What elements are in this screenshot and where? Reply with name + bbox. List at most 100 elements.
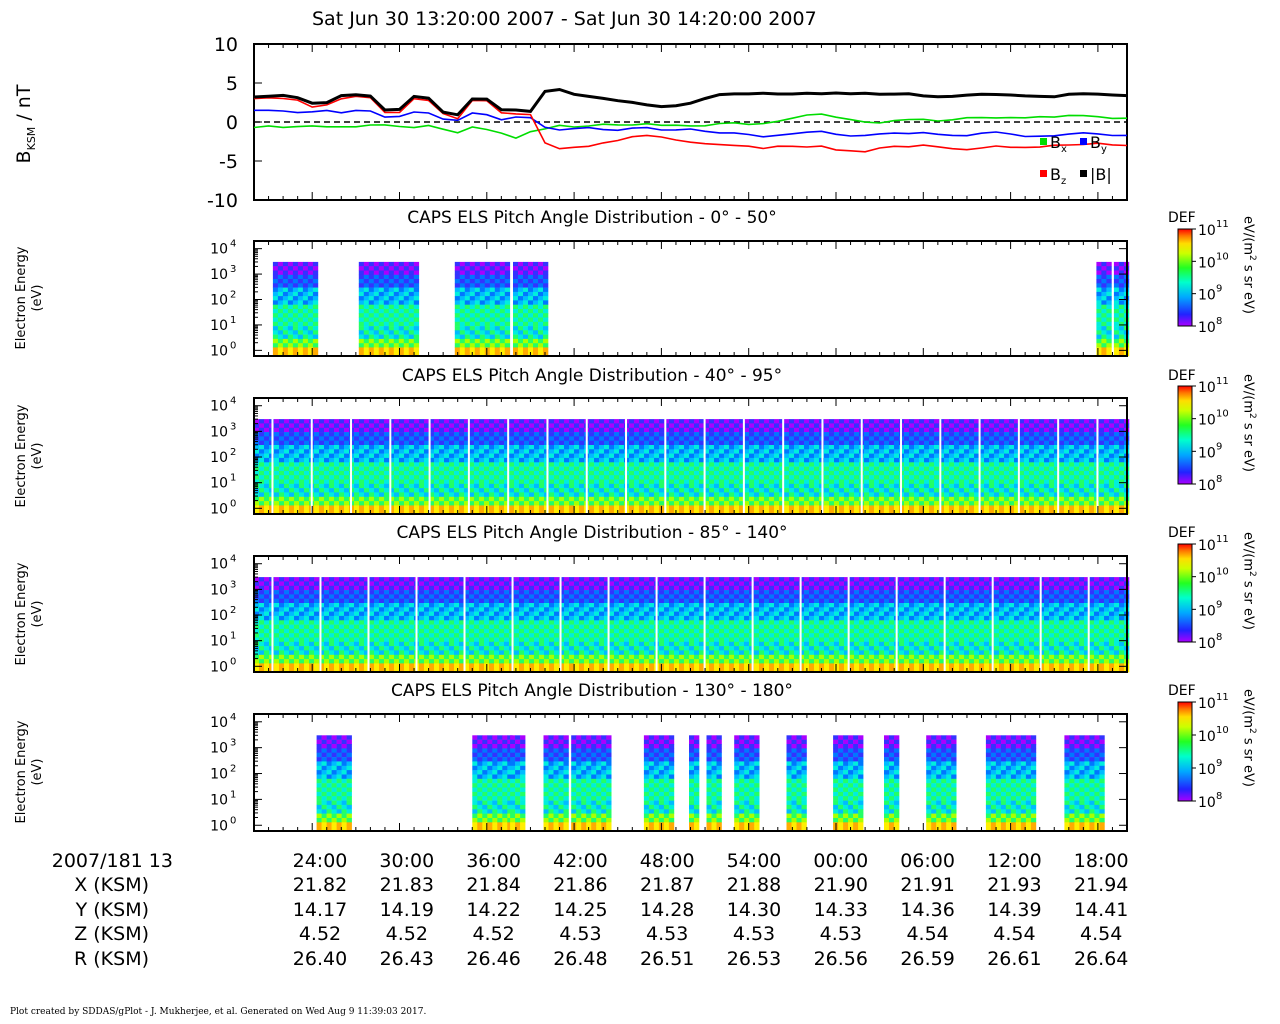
spectrogram-cell: [379, 432, 385, 437]
spectrogram-cell: [949, 419, 955, 424]
spectrogram-cell: [534, 501, 540, 506]
spectrogram-cell: [799, 423, 805, 429]
spectrogram-cell: [394, 475, 400, 480]
spectrogram-cell: [509, 462, 515, 467]
spectrogram-cell: [549, 466, 555, 472]
spectrogram-cell: [344, 440, 350, 446]
spectrogram-cell: [414, 453, 420, 459]
spectrogram-cell: [589, 470, 595, 476]
spectrogram-cell: [1069, 488, 1075, 493]
spectrogram-cell: [684, 419, 690, 424]
spectrogram-cell: [454, 483, 460, 489]
spectrogram-cell: [469, 483, 475, 489]
spectrogram-cell: [954, 449, 960, 454]
spectrogram-cell: [479, 309, 486, 314]
spectrogram-cell: [709, 475, 715, 480]
spectrogram-cell: [694, 479, 700, 485]
spectrogram-cell: [889, 466, 895, 472]
spectrogram-cell: [484, 445, 490, 450]
spectrogram-cell: [629, 479, 635, 485]
spectrogram-cell: [994, 427, 1000, 433]
spectrogram-cell: [369, 427, 375, 433]
spectrogram-cell: [284, 509, 290, 515]
spectrogram-cell: [358, 274, 365, 280]
spectrogram-cell: [904, 475, 910, 480]
spectrogram-cell: [519, 505, 525, 511]
spectrogram-cell: [734, 462, 740, 467]
spectrogram-cell: [994, 423, 1000, 429]
spectrogram-cell: [909, 427, 915, 433]
spectrogram-cell: [409, 496, 415, 502]
spectrogram-cell: [282, 343, 289, 348]
spectrogram-cell: [409, 475, 415, 480]
spectrogram-cell: [794, 475, 800, 480]
spectrogram-cell: [689, 501, 695, 506]
spectrogram-cell: [459, 462, 465, 467]
spectrogram-cell: [554, 423, 560, 429]
spectrogram-cell: [699, 475, 705, 480]
spectrogram-cell: [919, 501, 925, 506]
spectrogram-cell: [424, 479, 430, 485]
spectrogram-cell: [949, 505, 955, 511]
spectrogram-cell: [374, 509, 380, 515]
spectrogram-cell: [1074, 462, 1080, 467]
spectrogram-cell: [834, 457, 840, 463]
spectrogram-cell: [454, 479, 460, 485]
spectrogram-cell: [984, 483, 990, 489]
spectrogram-cell: [413, 261, 420, 267]
spectrogram-cell: [1029, 509, 1035, 515]
spectrogram-cell: [904, 457, 910, 463]
spectrogram-cell: [709, 479, 715, 485]
spectrogram-cell: [884, 436, 890, 442]
spectrogram-cell: [289, 501, 295, 506]
spectrogram-cell: [312, 338, 319, 344]
spectrogram-cell: [368, 261, 375, 267]
spectrogram-cell: [282, 351, 289, 357]
spectrogram-cell: [494, 466, 500, 472]
spectrogram-cell: [619, 423, 625, 429]
spectrogram-cell: [749, 445, 755, 450]
spectrogram-cell: [879, 492, 885, 498]
spectrogram-cell: [739, 505, 745, 511]
spectrogram-cell: [509, 432, 515, 437]
spectrogram-cell: [1019, 449, 1025, 454]
spectrogram-cell: [523, 296, 529, 301]
spectrogram-cell: [519, 449, 525, 454]
spectrogram-cell: [529, 501, 535, 506]
spectrogram-cell: [594, 483, 600, 489]
spectrogram-cell: [829, 470, 835, 476]
spectrogram-cell: [719, 479, 725, 485]
spectrogram-cell: [469, 440, 475, 446]
spectrogram-cell: [419, 505, 425, 511]
spectrogram-cell: [794, 488, 800, 493]
spectrogram-cell: [1049, 457, 1055, 463]
spectrogram-cell: [689, 432, 695, 437]
spectrogram-cell: [1039, 427, 1045, 433]
spectrogram-cell: [1049, 483, 1055, 489]
spectrogram-cell: [994, 440, 1000, 446]
spectrogram-cell: [654, 445, 660, 450]
spectrogram-cell: [1079, 496, 1085, 502]
spectrogram-cell: [759, 483, 765, 489]
spectrogram-cell: [504, 445, 510, 450]
spectrogram-cell: [1106, 343, 1112, 348]
spectrogram-cell: [292, 287, 299, 293]
mag-legend-sub: z: [1061, 176, 1066, 187]
spectrogram-cell: [484, 449, 490, 454]
spectrogram-cell: [639, 445, 645, 450]
spectrogram-cell: [809, 483, 815, 489]
spectrogram-cell: [874, 423, 880, 429]
spectrogram-cell: [1044, 466, 1050, 472]
spectrogram-cell: [834, 501, 840, 506]
spectrogram-cell: [524, 509, 530, 515]
spectrogram-cell: [1044, 440, 1050, 446]
spectrogram-cell: [759, 509, 765, 515]
spectrogram-cell: [319, 436, 325, 442]
spectrogram-cell: [689, 427, 695, 433]
spectrogram-cell: [404, 501, 410, 506]
spectrogram-cell: [524, 462, 530, 467]
spectrogram-cell: [1113, 317, 1120, 323]
spectrogram-cell: [644, 445, 650, 450]
spectrogram-cell: [259, 470, 265, 476]
spectrogram-cell: [312, 270, 319, 276]
